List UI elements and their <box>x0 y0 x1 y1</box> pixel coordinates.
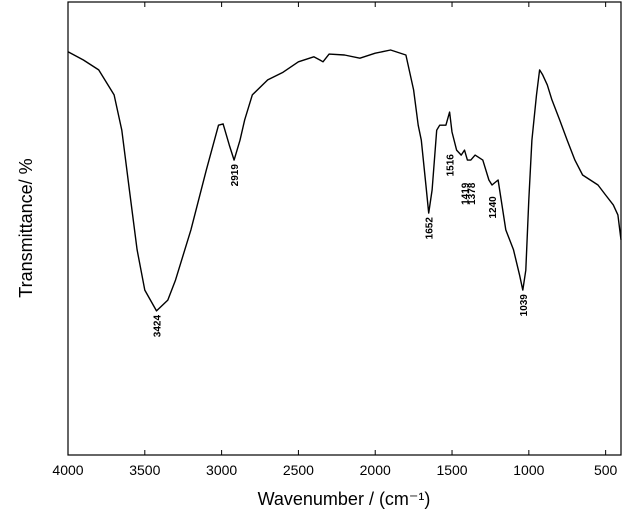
x-tick-label: 3500 <box>129 462 160 478</box>
peak-label: 1039 <box>519 294 530 317</box>
x-tick-label: 2000 <box>360 462 391 478</box>
peak-label: 1652 <box>425 217 436 240</box>
x-axis-label: Wavenumber / (cm⁻¹) <box>258 489 431 509</box>
peak-label: 1378 <box>467 182 478 205</box>
peak-label: 1419 <box>460 182 471 205</box>
y-axis-label: Transmittance/ % <box>16 158 36 297</box>
x-tick-label: 4000 <box>52 462 83 478</box>
peak-label: 1516 <box>446 154 457 177</box>
spectrum-line <box>67 49 622 312</box>
peak-label: 3424 <box>152 315 163 338</box>
x-tick-label: 3000 <box>206 462 237 478</box>
plot-frame <box>67 1 622 456</box>
x-tick-label: 1000 <box>513 462 544 478</box>
x-tick-label: 1500 <box>436 462 467 478</box>
peak-label: 1240 <box>488 196 499 219</box>
x-tick-label: 2500 <box>283 462 314 478</box>
peak-label: 2919 <box>230 164 241 187</box>
x-tick-label: 500 <box>594 462 618 478</box>
